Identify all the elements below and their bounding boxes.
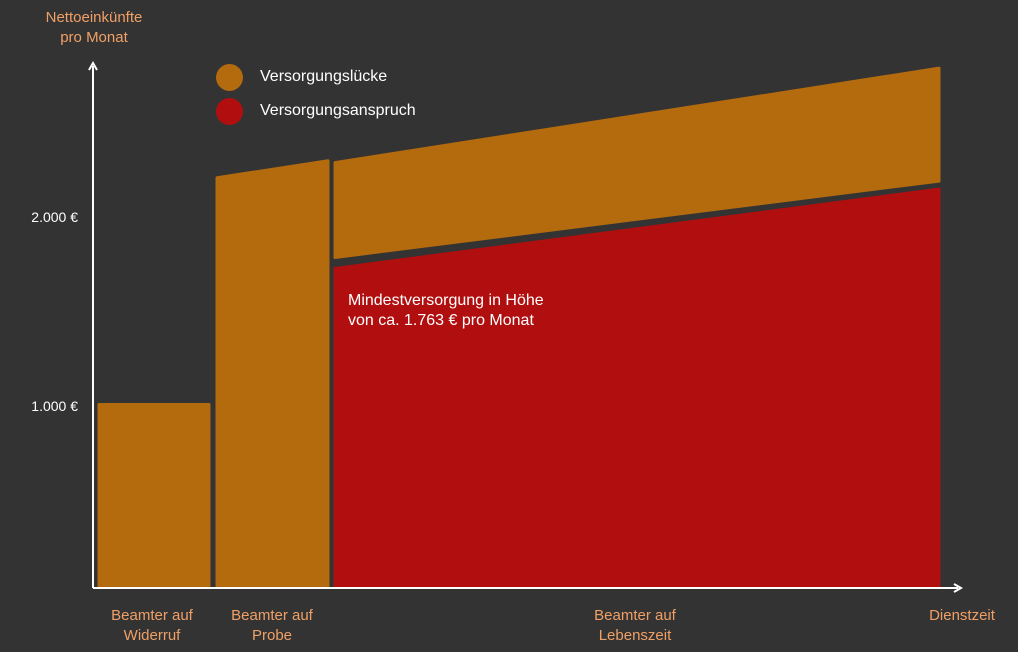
x-category-widerruf-line-1: Beamter auf bbox=[92, 606, 212, 626]
annotation-mindestversorgung: Mindestversorgung in Höhe von ca. 1.763 … bbox=[348, 291, 544, 331]
y-axis-title-line-1: Nettoeinkünfte bbox=[14, 8, 174, 28]
legend-swatch-versorgungsanspruch bbox=[216, 98, 243, 125]
x-category-lebenszeit-line-1: Beamter auf bbox=[575, 606, 695, 626]
legend-label-versorgungsluecke: Versorgungslücke bbox=[260, 68, 387, 86]
bar-versorgungsanspruch-2 bbox=[335, 189, 939, 586]
x-category-widerruf-line-2: Widerruf bbox=[92, 626, 212, 646]
x-axis-title: Dienstzeit bbox=[912, 606, 1012, 626]
bar-versorgungsluecke-1 bbox=[217, 161, 328, 586]
y-axis-title-line-2: pro Monat bbox=[14, 28, 174, 48]
y-axis-title: Nettoeinkünfte pro Monat bbox=[14, 8, 174, 48]
x-category-probe-line-1: Beamter auf bbox=[212, 606, 332, 626]
x-category-label-widerruf: Beamter auf Widerruf bbox=[92, 606, 212, 646]
x-category-label-lebenszeit: Beamter auf Lebenszeit bbox=[575, 606, 695, 646]
legend-item-versorgungsanspruch: Versorgungsanspruch bbox=[216, 97, 416, 125]
x-category-label-probe: Beamter auf Probe bbox=[212, 606, 332, 646]
y-tick-label-1000: 1.000 € bbox=[0, 397, 78, 415]
bar-versorgungsluecke-0 bbox=[99, 405, 209, 586]
legend-item-versorgungsluecke: Versorgungslücke bbox=[216, 63, 387, 91]
x-category-probe-line-2: Probe bbox=[212, 626, 332, 646]
annotation-line-1: Mindestversorgung in Höhe bbox=[348, 291, 544, 311]
annotation-line-2: von ca. 1.763 € pro Monat bbox=[348, 311, 544, 331]
legend-swatch-versorgungsluecke bbox=[216, 64, 243, 91]
legend-label-versorgungsanspruch: Versorgungsanspruch bbox=[260, 102, 416, 120]
x-category-lebenszeit-line-2: Lebenszeit bbox=[575, 626, 695, 646]
y-tick-label-2000: 2.000 € bbox=[0, 208, 78, 226]
